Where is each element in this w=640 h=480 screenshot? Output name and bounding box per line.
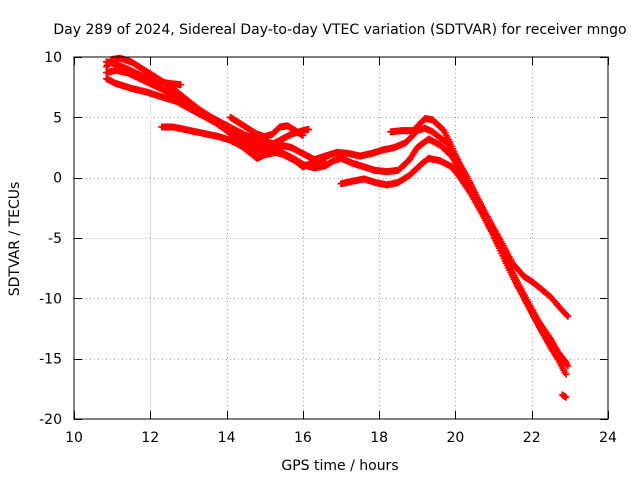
data-point-marker [177, 81, 185, 89]
y-tick-label: -15 [39, 352, 62, 368]
x-axis-label: GPS time / hours [281, 458, 398, 474]
y-axis-label: SDTVAR / TECUs [7, 182, 23, 297]
data-point-marker [299, 131, 307, 139]
series-track-9 [558, 391, 570, 401]
y-tick-label: 0 [53, 171, 62, 187]
series-track-8 [387, 115, 570, 378]
y-tick-label: 5 [53, 110, 62, 126]
y-tick-label: -5 [48, 231, 62, 247]
y-tick-label: -10 [39, 291, 62, 307]
axis-ticks: 10 12 14 16 18 20 22 24 -20 -15 -10 -5 0 5 10 [39, 50, 617, 446]
data-point-marker [564, 312, 572, 320]
data-point-marker [564, 362, 572, 370]
x-tick-label: 12 [141, 430, 159, 446]
data-point-marker [562, 370, 570, 378]
x-tick-label: 22 [523, 430, 541, 446]
series-track-4 [102, 75, 572, 370]
x-tick-label: 20 [447, 430, 465, 446]
x-tick-label: 18 [370, 430, 388, 446]
x-tick-label: 14 [218, 430, 236, 446]
series-track-7 [337, 154, 570, 366]
data-point-marker [322, 154, 330, 162]
series-track-6 [226, 113, 307, 141]
data-points [102, 54, 572, 401]
grid-lines [74, 57, 608, 419]
data-point-marker [562, 358, 570, 366]
y-tick-label: -20 [39, 412, 62, 428]
data-point-marker [563, 311, 571, 319]
chart-title: Day 289 of 2024, Sidereal Day-to-day VTE… [53, 22, 626, 38]
x-tick-label: 10 [65, 430, 83, 446]
y-tick-label: 10 [44, 50, 62, 66]
series-track-2 [102, 66, 572, 320]
series-track-3 [102, 58, 185, 89]
data-point-marker [561, 357, 569, 365]
x-tick-label: 16 [294, 430, 312, 446]
series-track-5 [158, 123, 330, 171]
x-tick-label: 24 [599, 430, 617, 446]
data-point-marker [305, 125, 313, 133]
data-point-marker [562, 393, 570, 401]
data-point-marker [561, 392, 569, 400]
